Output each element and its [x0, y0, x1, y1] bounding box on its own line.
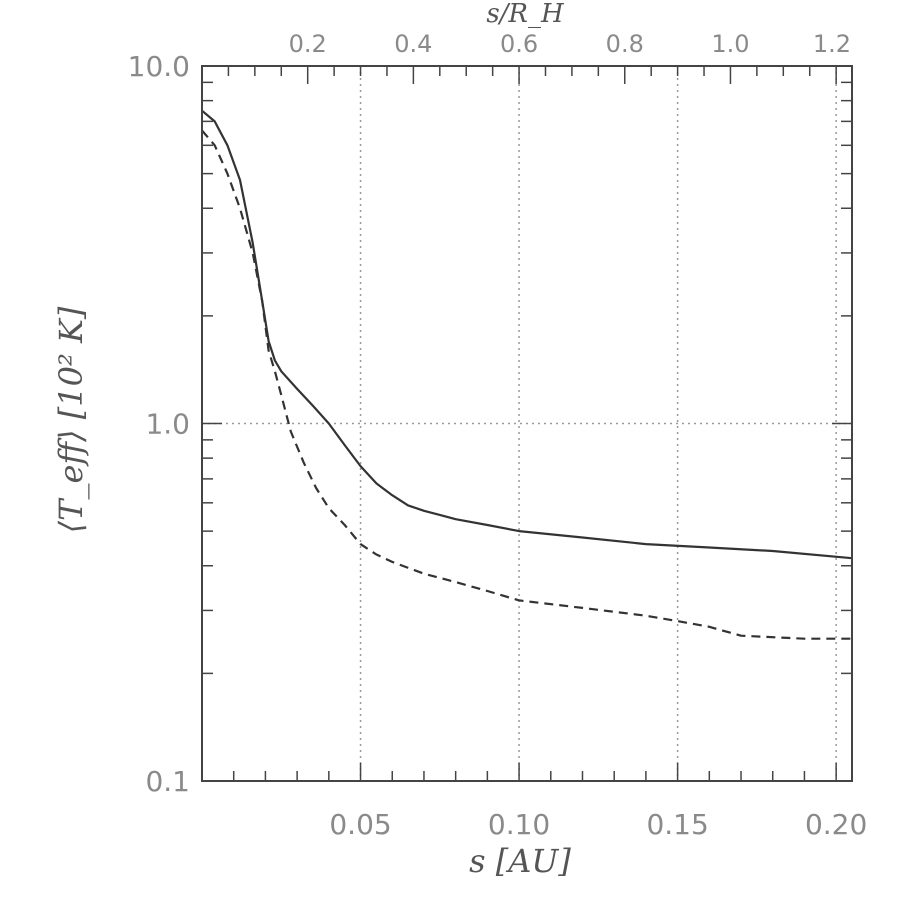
y-axis-label: ⟨T_eff⟩ [10² K]: [52, 306, 90, 533]
x-tick-label: 0.20: [805, 808, 867, 841]
y-tick-label: 0.1: [145, 765, 190, 798]
x-tick-label: 0.10: [488, 808, 550, 841]
top-tick-label: 1.2: [813, 30, 851, 58]
top-tick-label: 0.2: [289, 30, 327, 58]
top-tick-label: 1.0: [711, 30, 749, 58]
top-tick-label: 0.8: [606, 30, 644, 58]
grid-lines: [202, 66, 852, 781]
series-group: [201, 109, 853, 640]
top-tick-label: 0.6: [500, 30, 538, 58]
top-axis-label: s/R_H: [486, 0, 565, 29]
x-tick-label: 0.15: [646, 808, 708, 841]
tick-labels: 0.05 0.10 0.15 0.20 0.2 0.4 0.6 0.8 1.0 1.2 0.1 1.0…: [128, 30, 868, 841]
y-tick-label: 1.0: [145, 408, 190, 441]
x-axis-label: s [AU]: [469, 842, 571, 880]
series-line-dashed: [201, 129, 852, 640]
series-line-solid: [201, 109, 853, 560]
ticks: [202, 65, 852, 782]
top-tick-label: 0.4: [394, 30, 432, 58]
x-tick-label: 0.05: [329, 808, 391, 841]
y-tick-label: 10.0: [128, 50, 190, 83]
